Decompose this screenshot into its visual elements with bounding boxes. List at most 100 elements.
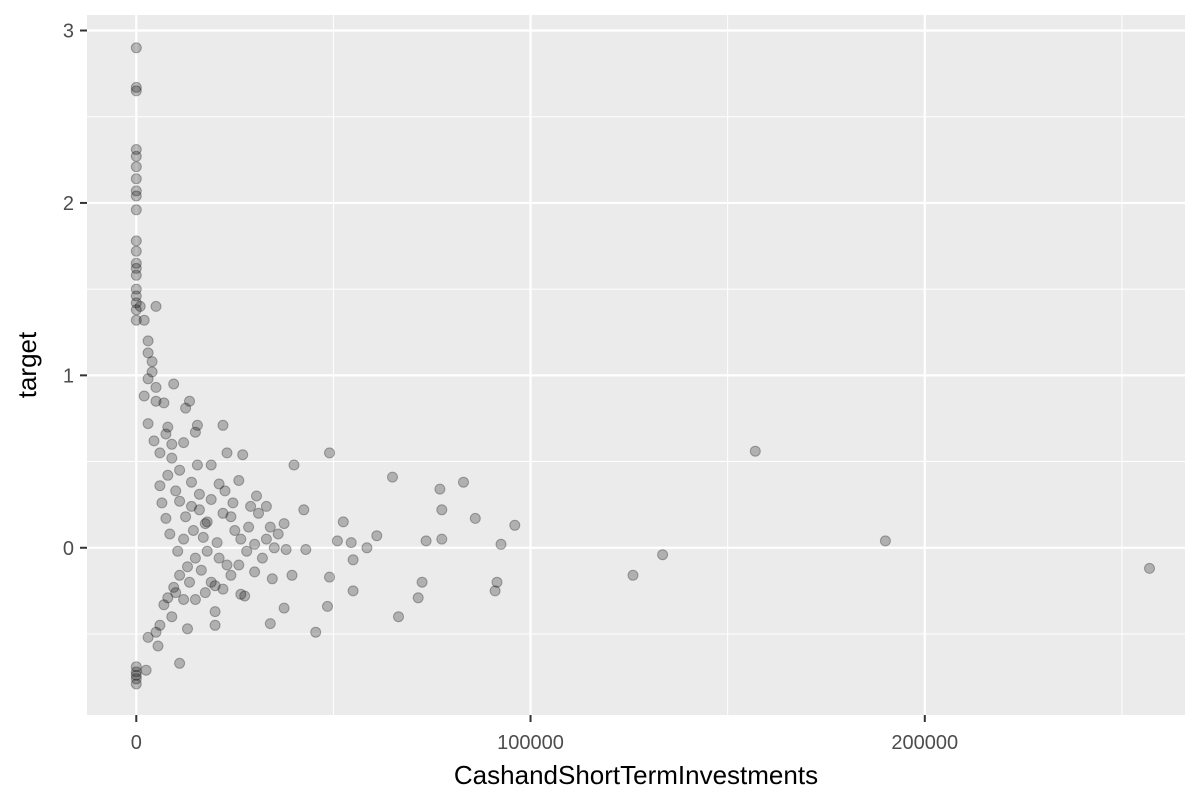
- x-tick-label: 0: [131, 732, 142, 754]
- data-point: [186, 500, 197, 512]
- data-point: [168, 581, 180, 593]
- data-point: [130, 85, 142, 97]
- data-point: [233, 475, 245, 486]
- data-point: [229, 525, 241, 536]
- data-point: [491, 576, 503, 588]
- data-point: [371, 530, 383, 542]
- data-point: [182, 561, 193, 573]
- data-point: [209, 606, 221, 618]
- data-point: [166, 452, 178, 464]
- data-point: [130, 283, 142, 295]
- data-point: [361, 542, 373, 554]
- data-point: [434, 483, 446, 495]
- data-point: [221, 559, 233, 571]
- data-point: [130, 269, 142, 281]
- data-point: [298, 504, 310, 516]
- data-point: [186, 476, 197, 488]
- panel-background: [87, 15, 1185, 715]
- data-point: [509, 519, 521, 531]
- data-point: [209, 580, 221, 592]
- data-point: [193, 488, 205, 500]
- data-point: [458, 476, 469, 488]
- data-point: [239, 590, 251, 602]
- data-point: [130, 673, 142, 685]
- data-point: [278, 602, 290, 614]
- data-point: [272, 528, 284, 540]
- data-point: [174, 657, 186, 669]
- data-point: [436, 533, 448, 545]
- data-point: [241, 545, 253, 557]
- data-point: [489, 585, 501, 597]
- data-point: [189, 552, 201, 564]
- x-axis-title: CashandShortTermInvestments: [454, 760, 818, 790]
- data-point: [130, 678, 142, 690]
- data-point: [174, 495, 186, 507]
- data-point: [300, 544, 312, 555]
- data-point: [286, 569, 298, 581]
- data-point: [154, 480, 166, 492]
- data-point: [189, 426, 201, 438]
- data-point: [130, 297, 142, 309]
- data-point: [420, 535, 432, 547]
- data-point: [331, 535, 343, 547]
- data-point: [322, 600, 333, 612]
- data-point: [130, 42, 142, 54]
- data-point: [225, 511, 237, 523]
- data-point: [243, 521, 255, 533]
- data-point: [142, 631, 154, 643]
- x-axis: 0 100000 200000: [131, 715, 958, 754]
- y-tick-label: 1: [63, 365, 74, 387]
- data-point: [130, 661, 142, 673]
- data-point: [280, 544, 292, 555]
- data-point: [217, 419, 229, 431]
- data-point: [146, 356, 158, 368]
- data-point: [148, 435, 160, 447]
- data-point: [162, 592, 174, 604]
- data-point: [130, 669, 142, 681]
- data-point: [199, 587, 211, 599]
- data-point: [288, 459, 300, 471]
- data-point: [195, 564, 207, 576]
- data-point: [249, 538, 261, 550]
- y-axis: 0 1 2 3: [63, 21, 87, 560]
- y-axis-title: target: [12, 331, 42, 398]
- data-point: [260, 533, 272, 545]
- data-point: [178, 437, 190, 449]
- data-point: [187, 525, 199, 536]
- data-point: [412, 592, 424, 604]
- data-point: [162, 469, 174, 481]
- data-point: [337, 516, 349, 528]
- data-point: [180, 402, 192, 414]
- data-point: [146, 366, 158, 378]
- data-point: [347, 585, 359, 597]
- data-point: [266, 573, 278, 585]
- data-point: [130, 161, 142, 173]
- data-point: [154, 619, 166, 631]
- data-point: [205, 494, 217, 505]
- y-tick-label: 0: [63, 538, 74, 560]
- data-point: [416, 576, 428, 588]
- data-point: [268, 542, 280, 554]
- data-point: [130, 290, 142, 302]
- data-point: [142, 418, 154, 430]
- data-point: [184, 395, 195, 407]
- data-point: [178, 533, 190, 545]
- data-point: [166, 438, 178, 450]
- data-point: [211, 537, 223, 549]
- data-point: [657, 549, 669, 561]
- data-point: [138, 390, 150, 402]
- data-point: [130, 235, 142, 247]
- data-point: [130, 190, 142, 202]
- data-point: [156, 497, 168, 509]
- data-points: [130, 42, 1155, 690]
- data-point: [134, 300, 146, 312]
- data-point: [219, 485, 231, 497]
- data-point: [184, 576, 195, 588]
- data-point: [436, 504, 448, 516]
- data-point: [130, 257, 142, 269]
- x-tick-label: 200000: [891, 732, 958, 754]
- data-point: [150, 381, 162, 393]
- data-point: [130, 81, 142, 93]
- data-point: [142, 373, 154, 385]
